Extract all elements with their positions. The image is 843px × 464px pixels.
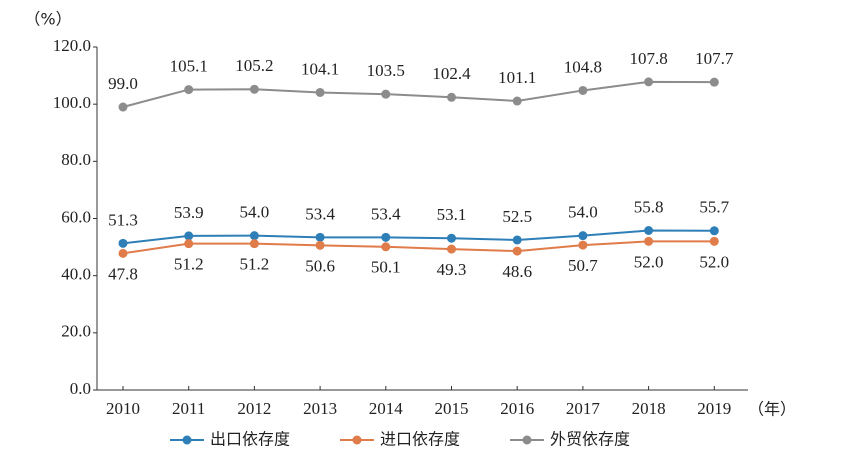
data-label: 50.1 — [371, 258, 401, 277]
data-point — [184, 239, 194, 249]
data-label: 104.8 — [564, 57, 602, 76]
x-axis-unit: （年） — [748, 400, 796, 419]
x-tick-label: 2012 — [237, 399, 271, 418]
data-label: 103.5 — [367, 61, 405, 80]
data-label: 48.6 — [502, 262, 532, 281]
y-tick-label: 0.0 — [70, 379, 91, 398]
data-point — [447, 92, 456, 102]
x-tick-label: 2011 — [172, 399, 205, 418]
data-point — [184, 85, 194, 95]
y-tick-label: 100.0 — [53, 93, 91, 112]
data-point — [118, 248, 128, 258]
data-point — [447, 244, 456, 254]
data-label: 52.0 — [699, 252, 729, 271]
data-label: 51.3 — [108, 210, 138, 229]
legend-marker — [522, 435, 532, 445]
data-label: 54.0 — [240, 203, 270, 222]
y-tick-label: 80.0 — [61, 150, 91, 169]
series-line — [122, 240, 715, 255]
data-label: 53.1 — [437, 205, 467, 224]
data-point — [249, 84, 259, 94]
data-label: 54.0 — [568, 203, 598, 222]
data-label: 55.7 — [699, 198, 729, 217]
data-label: 50.7 — [568, 256, 598, 275]
data-point — [249, 231, 259, 241]
data-point — [709, 77, 719, 87]
data-point — [315, 240, 325, 250]
data-point — [512, 96, 522, 106]
data-label: 51.2 — [240, 255, 270, 274]
data-point — [315, 232, 325, 242]
series-line — [122, 229, 715, 245]
data-label: 55.8 — [634, 197, 664, 216]
data-label: 53.4 — [305, 204, 335, 223]
data-label: 51.2 — [174, 255, 204, 274]
data-label: 105.2 — [235, 56, 273, 75]
data-point — [249, 239, 259, 249]
data-point — [512, 246, 522, 256]
data-point — [644, 77, 654, 87]
data-label: 52.5 — [502, 207, 532, 226]
x-tick-label: 2019 — [697, 399, 731, 418]
data-label: 52.0 — [634, 252, 664, 271]
data-label: 50.6 — [305, 256, 335, 275]
data-label: 104.1 — [301, 59, 339, 78]
data-point — [644, 236, 654, 246]
x-tick-label: 2018 — [632, 399, 666, 418]
x-tick-label: 2013 — [303, 399, 337, 418]
data-label: 53.9 — [174, 203, 204, 222]
legend-marker — [352, 435, 362, 445]
data-point — [512, 235, 522, 245]
x-tick-label: 2015 — [435, 399, 469, 418]
x-tick-label: 2014 — [369, 399, 404, 418]
legend-label: 外贸依存度 — [550, 430, 630, 449]
legend-label: 进口依存度 — [380, 430, 460, 449]
data-point — [709, 236, 719, 246]
data-label: 47.8 — [108, 264, 138, 283]
y-axis-unit: （%） — [24, 10, 71, 29]
data-label: 99.0 — [108, 74, 138, 93]
y-tick-label: 40.0 — [61, 265, 91, 284]
x-tick-label: 2016 — [500, 399, 534, 418]
data-point — [381, 232, 391, 242]
x-tick-label: 2017 — [566, 399, 601, 418]
data-point — [578, 240, 588, 250]
data-point — [578, 85, 588, 95]
data-point — [315, 87, 325, 97]
y-tick-label: 60.0 — [61, 207, 91, 226]
x-tick-label: 2010 — [106, 399, 140, 418]
data-point — [118, 238, 128, 248]
data-point — [184, 231, 194, 241]
data-label: 107.7 — [695, 49, 734, 68]
data-point — [578, 231, 588, 241]
data-label: 53.4 — [371, 204, 401, 223]
y-tick-label: 120.0 — [53, 36, 91, 55]
data-label: 101.1 — [498, 68, 536, 87]
data-point — [381, 89, 391, 99]
y-tick-label: 20.0 — [61, 322, 91, 341]
legend-marker — [182, 435, 192, 445]
data-point — [709, 226, 719, 236]
data-label: 107.8 — [629, 49, 667, 68]
legend-label: 出口依存度 — [210, 430, 290, 449]
series-line — [122, 80, 715, 108]
data-point — [118, 102, 128, 112]
data-label: 102.4 — [432, 64, 471, 83]
data-label: 105.1 — [170, 56, 208, 75]
data-label: 49.3 — [437, 260, 467, 279]
data-point — [447, 233, 456, 243]
data-point — [644, 226, 654, 236]
data-point — [381, 242, 391, 252]
